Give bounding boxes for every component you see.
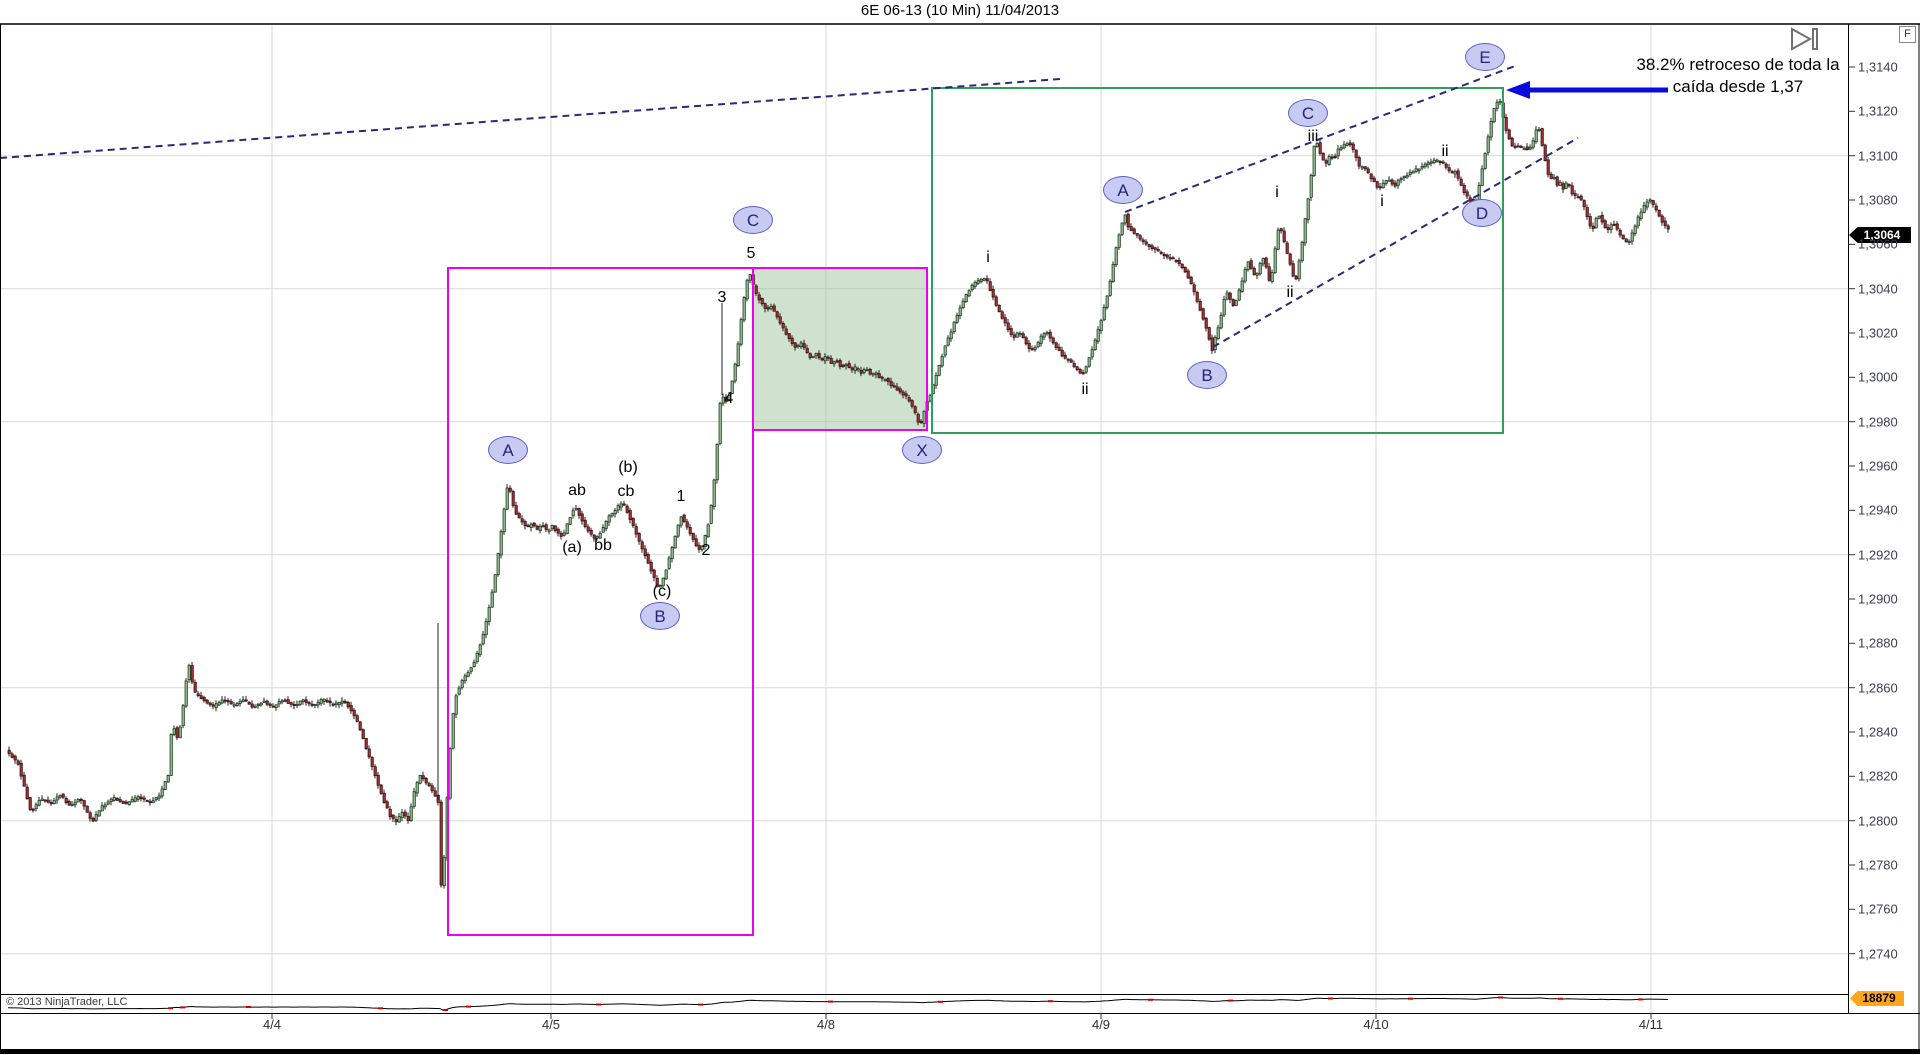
wave-degree-label[interactable]: 3 xyxy=(717,289,727,306)
price-tick-label: 1,3020 xyxy=(1858,325,1898,341)
retracement-annotation-line1: 38.2% retroceso de toda la xyxy=(1636,55,1840,74)
wave-degree-label[interactable]: 5 xyxy=(746,245,756,262)
price-tick-label: 1,2960 xyxy=(1858,458,1898,474)
wave-degree-label[interactable]: i xyxy=(1275,184,1279,201)
wave-degree-label[interactable]: (b) xyxy=(618,459,638,476)
chart-title: 6E 06-13 (10 Min) 11/04/2013 xyxy=(860,2,1060,19)
wave-degree-label[interactable]: ii xyxy=(1441,143,1449,160)
last-price-badge: 1,3064 xyxy=(1849,227,1911,243)
wave-degree-label[interactable]: 2 xyxy=(701,542,711,559)
price-tick-label: 1,3040 xyxy=(1858,281,1898,297)
fixed-scale-button[interactable]: F xyxy=(1899,26,1916,43)
price-tick-label: 1,2740 xyxy=(1858,946,1898,962)
wave-ellipse-e[interactable]: E xyxy=(1465,43,1505,71)
price-tick-label: 1,2860 xyxy=(1858,680,1898,696)
wave-degree-label[interactable]: ii xyxy=(1286,284,1294,301)
date-tick-label: 4/4 xyxy=(262,1017,282,1032)
wave-degree-label[interactable]: 4 xyxy=(724,390,734,407)
wave-degree-label[interactable]: 1 xyxy=(676,488,686,505)
wave-degree-label[interactable]: iii xyxy=(1307,128,1319,145)
wave-degree-label[interactable]: ab xyxy=(568,482,586,499)
wave-degree-label[interactable]: (c) xyxy=(652,583,672,600)
price-tick-label: 1,3120 xyxy=(1858,103,1898,119)
date-tick-label: 4/11 xyxy=(1638,1017,1664,1032)
price-tick-label: 1,3140 xyxy=(1858,59,1898,75)
date-tick-label: 4/8 xyxy=(816,1017,836,1032)
price-tick-label: 1,3000 xyxy=(1858,369,1898,385)
wave-degree-label[interactable]: (a) xyxy=(562,539,582,556)
price-tick-label: 1,2760 xyxy=(1858,901,1898,917)
volume-badge: 18879 xyxy=(1850,991,1904,1006)
price-tick-label: 1,2980 xyxy=(1858,414,1898,430)
price-tick-label: 1,3100 xyxy=(1858,148,1898,164)
wave-degree-label[interactable]: i xyxy=(986,249,990,266)
wave-ellipse-d[interactable]: D xyxy=(1462,199,1502,227)
retracement-annotation: 38.2% retroceso de toda la caída desde 1… xyxy=(1622,54,1854,98)
go-to-end-icon[interactable] xyxy=(1789,27,1823,53)
price-tick-label: 1,2840 xyxy=(1858,724,1898,740)
copyright-label: © 2013 NinjaTrader, LLC xyxy=(6,996,128,1008)
price-tick-label: 1,3060 xyxy=(1858,236,1898,252)
wave-degree-label[interactable]: cb xyxy=(617,483,635,500)
retracement-annotation-line2: caída desde 1,37 xyxy=(1672,77,1804,96)
wave-degree-label[interactable]: ii xyxy=(1081,381,1089,398)
date-tick-label: 4/10 xyxy=(1363,1017,1389,1032)
date-tick-label: 4/5 xyxy=(541,1017,561,1032)
price-tick-label: 1,2780 xyxy=(1858,857,1898,873)
price-tick-label: 1,2820 xyxy=(1858,768,1898,784)
price-tick-label: 1,2800 xyxy=(1858,813,1898,829)
wave-ellipse-b[interactable]: B xyxy=(640,602,680,630)
wave-ellipse-a[interactable]: A xyxy=(488,436,528,464)
wave-degree-label[interactable]: bb xyxy=(594,537,612,554)
price-tick-label: 1,2880 xyxy=(1858,635,1898,651)
wave-ellipse-b[interactable]: B xyxy=(1187,361,1227,389)
price-tick-label: 1,3080 xyxy=(1858,192,1898,208)
wave-degree-label[interactable]: i xyxy=(1380,193,1384,210)
wave-ellipse-c[interactable]: C xyxy=(1288,99,1328,127)
date-tick-label: 4/9 xyxy=(1091,1017,1111,1032)
wave-ellipse-a[interactable]: A xyxy=(1103,176,1143,204)
wave-ellipse-x[interactable]: X xyxy=(902,436,942,464)
price-tick-label: 1,2920 xyxy=(1858,547,1898,563)
wave-ellipse-c[interactable]: C xyxy=(733,206,773,234)
price-tick-label: 1,2900 xyxy=(1858,591,1898,607)
price-tick-label: 1,2940 xyxy=(1858,502,1898,518)
